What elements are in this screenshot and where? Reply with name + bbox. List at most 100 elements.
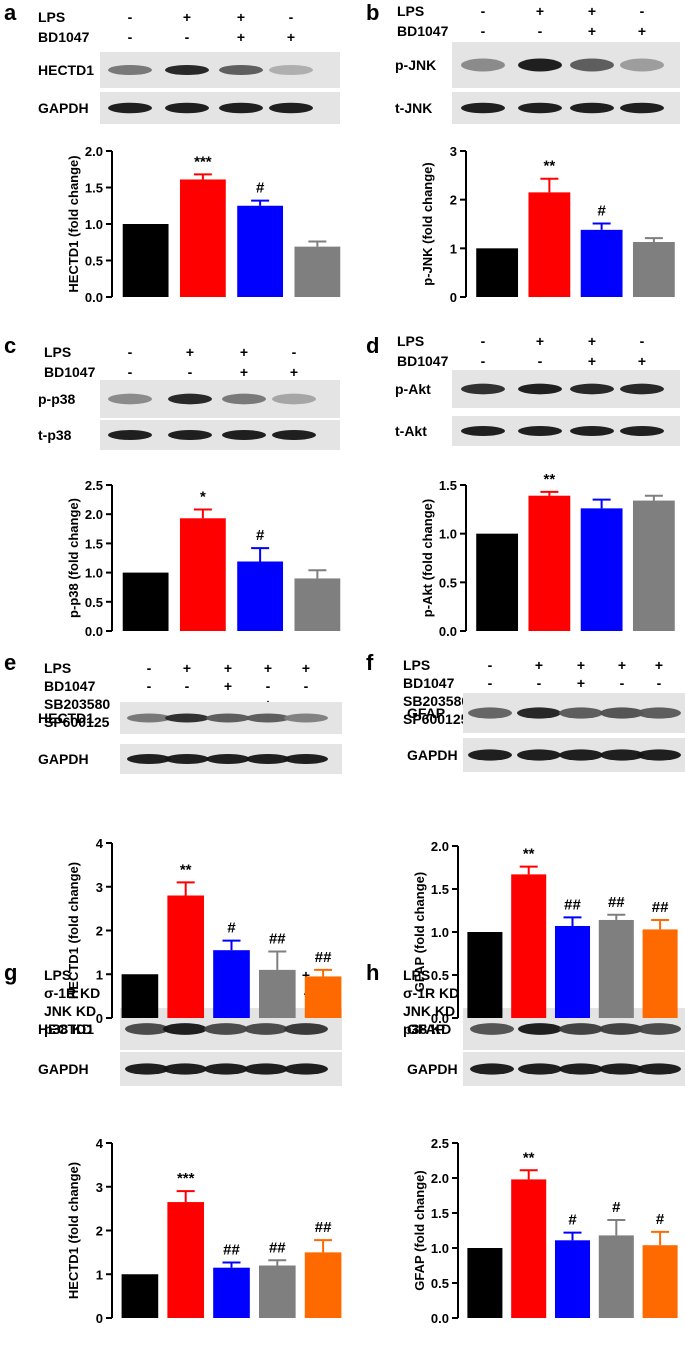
bar (467, 1248, 503, 1318)
condition-name: p38 KD (44, 1021, 93, 1037)
condition-sign: - (537, 353, 543, 369)
panel-label-h: h (366, 960, 380, 985)
blot-label: t-p38 (38, 427, 72, 443)
y-tick-label: 2.5 (85, 478, 103, 493)
blot-band (637, 707, 681, 719)
blot-band (284, 713, 328, 723)
condition-sign: + (301, 660, 311, 676)
bar-chart-a: 0.0 0.5 1.0 1.5 2.0 HECTD1 (fold change) *** # (66, 144, 341, 305)
bar (528, 192, 571, 297)
bar (179, 518, 226, 631)
condition-sign: + (239, 364, 249, 380)
condition-sign: - (303, 678, 309, 694)
condition-name: BD1047 (44, 364, 96, 380)
condition-name: BD1047 (403, 675, 455, 691)
condition-sign: - (146, 660, 152, 676)
bar (580, 229, 623, 297)
blot-band (222, 430, 266, 440)
blot-band (272, 430, 316, 440)
bar (294, 578, 341, 631)
significance-label: # (256, 527, 265, 544)
blot-band (222, 393, 266, 405)
y-tick-label: 0.0 (85, 290, 103, 305)
blot-band (284, 754, 328, 764)
significance-label: # (227, 920, 236, 937)
y-tick-label: 2.0 (85, 507, 103, 522)
blot-band (108, 393, 152, 405)
panel-label-g: g (4, 960, 18, 985)
western-blot-hectd1 (100, 52, 340, 88)
y-tick-label: 2.5 (431, 1136, 449, 1151)
condition-sign: + (223, 678, 233, 694)
blot-band (108, 102, 152, 114)
y-tick-label: 3 (450, 144, 457, 159)
blot-band (272, 393, 316, 405)
y-tick-label: 0.0 (439, 624, 457, 639)
condition-sign: - (480, 353, 486, 369)
blot-band (461, 58, 505, 72)
blot-band (518, 1023, 562, 1035)
y-tick-label: 3 (96, 880, 103, 895)
y-tick-label: 1.0 (85, 566, 103, 581)
condition-sign: - (487, 675, 493, 691)
blot-band (206, 713, 250, 723)
significance-label: # (656, 1211, 665, 1228)
condition-name: SP600125 (403, 711, 469, 727)
condition-sign: - (639, 3, 645, 19)
panel-label-a: a (4, 0, 17, 25)
blot-band (470, 1063, 514, 1075)
significance-label: *** (177, 1170, 195, 1187)
bar-chart-g: 0 1 2 3 4 HECTD1 (fold change) *** ## ## ## (66, 1136, 342, 1326)
condition-sign: - (288, 9, 294, 25)
blot-band (518, 58, 562, 72)
significance-label: ## (269, 1239, 286, 1256)
condition-name: LPS (44, 967, 72, 983)
panel-label-d: d (366, 333, 380, 358)
y-tick-label: 1 (96, 967, 103, 982)
blot-band (559, 749, 603, 761)
bar (580, 508, 623, 631)
y-tick-label: 1.5 (431, 1206, 449, 1221)
significance-label: ## (608, 894, 625, 911)
y-tick-label: 0.5 (85, 595, 103, 610)
condition-name: LPS (403, 657, 431, 673)
bar (258, 969, 296, 1018)
y-axis-label: HECTD1 (fold change) (66, 155, 81, 292)
condition-sign: - (480, 333, 486, 349)
significance-label: ** (544, 471, 556, 488)
significance-label: ** (523, 1149, 535, 1166)
condition-sign: - (127, 344, 133, 360)
y-axis-label: p-JNK (fold change) (420, 162, 435, 286)
y-tick-label: 0.5 (431, 1276, 449, 1291)
condition-sign: - (537, 23, 543, 39)
blot-band (244, 1063, 288, 1075)
western-blot-gapdh (100, 92, 340, 124)
blot-band (284, 1063, 328, 1075)
condition-sign: + (654, 657, 664, 673)
y-axis-label: p-Akt (fold change) (420, 499, 435, 617)
blot-band (620, 58, 664, 72)
condition-name: LPS (38, 9, 66, 25)
condition-sign: + (587, 333, 597, 349)
condition-sign: - (187, 364, 193, 380)
bar (304, 976, 342, 1018)
condition-sign: - (656, 675, 662, 691)
y-tick-label: 1 (96, 1267, 103, 1282)
y-tick-label: 0 (96, 1011, 103, 1026)
condition-sign: + (587, 353, 597, 369)
significance-label: *** (194, 153, 212, 170)
y-axis-label: p-p38 (fold change) (66, 498, 81, 618)
blot-label: p-Akt (395, 381, 431, 397)
y-tick-label: 0.0 (85, 624, 103, 639)
blot-band (637, 1023, 681, 1035)
blot-band (219, 102, 263, 114)
blot-label: GFAP (407, 1021, 446, 1037)
blot-band (518, 102, 562, 114)
blot-label: HECTD1 (38, 1021, 95, 1037)
condition-sign: - (184, 678, 190, 694)
y-tick-label: 4 (96, 836, 104, 851)
condition-sign: + (236, 29, 246, 45)
blot-band (468, 707, 512, 719)
condition-sign: + (576, 657, 586, 673)
